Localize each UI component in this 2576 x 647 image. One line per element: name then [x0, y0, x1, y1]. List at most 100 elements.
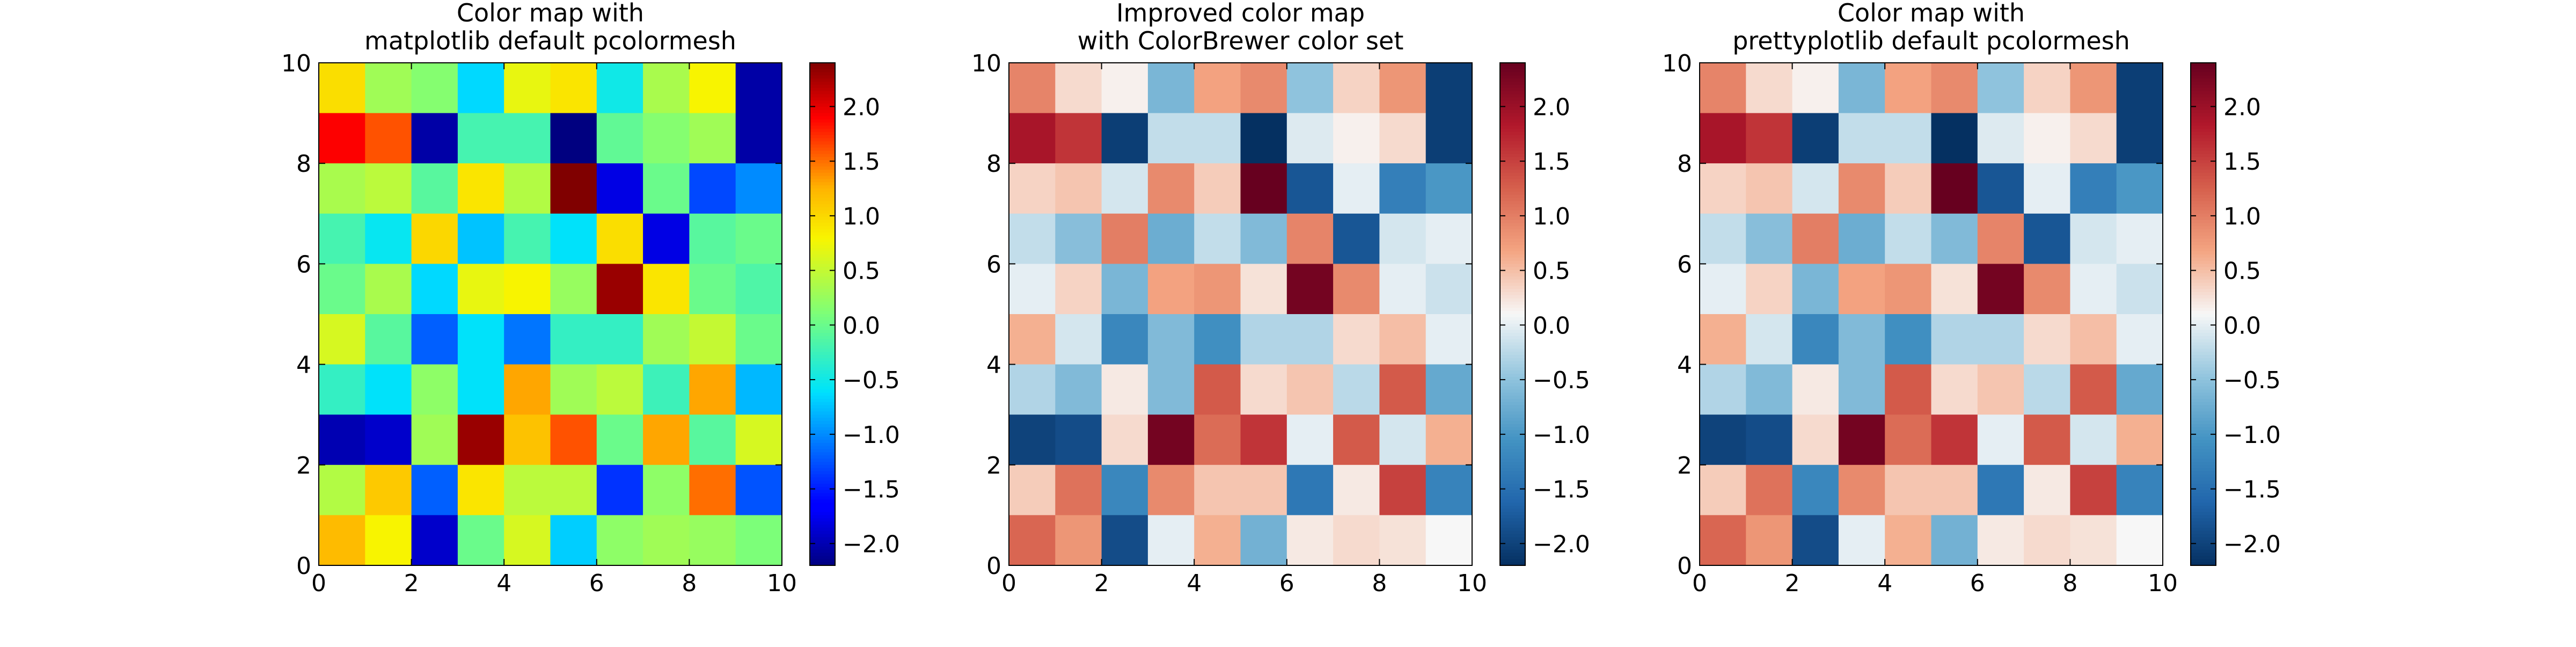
- colorbar-strip: [2191, 242, 2216, 245]
- colorbar-strip: [2191, 126, 2216, 129]
- colorbar-strip: [1500, 104, 1525, 107]
- heatmap-cell: [1977, 264, 2024, 315]
- heatmap-cell: [643, 464, 690, 515]
- colorbar-strip: [1500, 172, 1525, 177]
- colorbar-strip: [2191, 198, 2216, 201]
- colorbar-strip: [2191, 194, 2216, 199]
- colorbar-strip: [2191, 63, 2216, 67]
- colorbar-strip: [2191, 471, 2216, 475]
- colorbar-strip: [810, 282, 835, 286]
- colorbar-strip: [2191, 282, 2216, 286]
- colorbar-strip: [2191, 270, 2216, 274]
- colorbar-strip: [1500, 505, 1525, 510]
- colorbar-strip: [1500, 88, 1525, 92]
- colorbar-strip: [1500, 549, 1525, 554]
- colorbar-strip: [1500, 295, 1525, 299]
- heatmap-cell: [411, 314, 458, 365]
- colorbar-strip: [2191, 104, 2216, 107]
- heatmap-cell: [1746, 63, 1793, 114]
- colorbar-strip: [810, 427, 835, 431]
- colorbar-strip: [1500, 374, 1525, 377]
- colorbar-strip: [810, 91, 835, 95]
- colorbar-strip: [2191, 392, 2216, 396]
- colorbar-frame: [809, 62, 836, 566]
- colorbar-strip: [1500, 459, 1525, 462]
- heatmap-cell: [365, 63, 412, 114]
- colorbar-strip: [810, 490, 835, 494]
- heatmap-cell: [1055, 264, 1102, 315]
- colorbar-strip: [2191, 213, 2216, 217]
- colorbar-strip: [2191, 427, 2216, 431]
- colorbar-strip: [1500, 527, 1525, 532]
- heatmap-cell: [1009, 464, 1056, 515]
- heatmap-cell: [735, 364, 782, 415]
- colorbar-strip: [1500, 420, 1525, 425]
- colorbar-strip: [1500, 163, 1525, 167]
- heatmap-cell: [689, 63, 736, 114]
- heatmap-cell: [643, 515, 690, 566]
- x-tick-label: 2: [404, 570, 419, 597]
- y-tick-label: 2: [1677, 452, 1692, 479]
- heatmap-cell: [457, 515, 504, 566]
- colorbar-strip: [2191, 110, 2216, 114]
- colorbar-strip: [2191, 176, 2216, 180]
- colorbar-strip: [2191, 257, 2216, 261]
- colorbar-strip: [1500, 481, 1525, 484]
- heatmap-cell: [2116, 515, 2163, 566]
- heatmap-cell: [1194, 415, 1241, 466]
- heatmap-cell: [689, 515, 736, 566]
- heatmap-cell: [457, 163, 504, 214]
- colorbar-strip: [810, 122, 835, 126]
- colorbar-strip: [1500, 461, 1525, 466]
- heatmap-cell: [1792, 264, 1839, 315]
- colorbar-strip: [2191, 402, 2216, 406]
- colorbar-strip: [810, 402, 835, 406]
- colorbar-strip: [1500, 267, 1525, 271]
- colorbar-strip: [810, 543, 835, 547]
- heatmap-cell: [411, 113, 458, 164]
- colorbar-strip: [810, 537, 835, 541]
- colorbar-strip: [810, 191, 835, 195]
- colorbar-strip: [2191, 201, 2216, 205]
- heatmap-cell: [1425, 63, 1473, 114]
- heatmap-cell: [1240, 314, 1287, 365]
- heatmap-cell: [1885, 63, 1932, 114]
- colorbar-strip: [810, 210, 835, 214]
- heatmap-cell: [1425, 314, 1473, 365]
- heatmap-cell: [689, 213, 736, 264]
- heatmap-cell: [1009, 63, 1056, 114]
- colorbar-strip: [1500, 223, 1525, 227]
- colorbar-strip: [810, 157, 835, 161]
- heatmap-cell: [1379, 515, 1426, 566]
- colorbar-strip: [2191, 468, 2216, 472]
- heatmap-cell: [1700, 63, 1746, 114]
- heatmap-cell: [1931, 515, 1978, 566]
- colorbar-tick-label: 1.5: [2223, 148, 2261, 176]
- chart-title-line: Color map with: [457, 0, 644, 27]
- heatmap-cell: [1101, 213, 1148, 264]
- heatmap-cell: [1700, 113, 1746, 164]
- heatmap-cell: [2116, 364, 2163, 415]
- colorbar-strip: [810, 270, 835, 274]
- heatmap-cell: [1240, 415, 1287, 466]
- heatmap-cell: [1009, 113, 1056, 164]
- colorbar-strip: [810, 126, 835, 129]
- colorbar-strip: [2191, 308, 2216, 311]
- heatmap-cell: [1333, 163, 1380, 214]
- heatmap-cell: [319, 213, 365, 264]
- heatmap-cell: [550, 213, 597, 264]
- colorbar-strip: [810, 464, 835, 469]
- colorbar-strip: [1500, 216, 1525, 221]
- colorbar-strip: [2191, 163, 2216, 167]
- colorbar-strip: [2191, 135, 2216, 139]
- colorbar-tick-label: −1.5: [1533, 476, 1590, 504]
- colorbar-strip: [1500, 515, 1525, 519]
- colorbar-strip: [810, 405, 835, 409]
- colorbar-strip: [2191, 182, 2216, 186]
- heatmap-cell: [596, 113, 643, 164]
- heatmap-cell: [689, 364, 736, 415]
- colorbar-strip: [1500, 352, 1525, 355]
- colorbar-strip: [810, 367, 835, 371]
- heatmap-cell: [689, 264, 736, 315]
- heatmap-cell: [365, 113, 412, 164]
